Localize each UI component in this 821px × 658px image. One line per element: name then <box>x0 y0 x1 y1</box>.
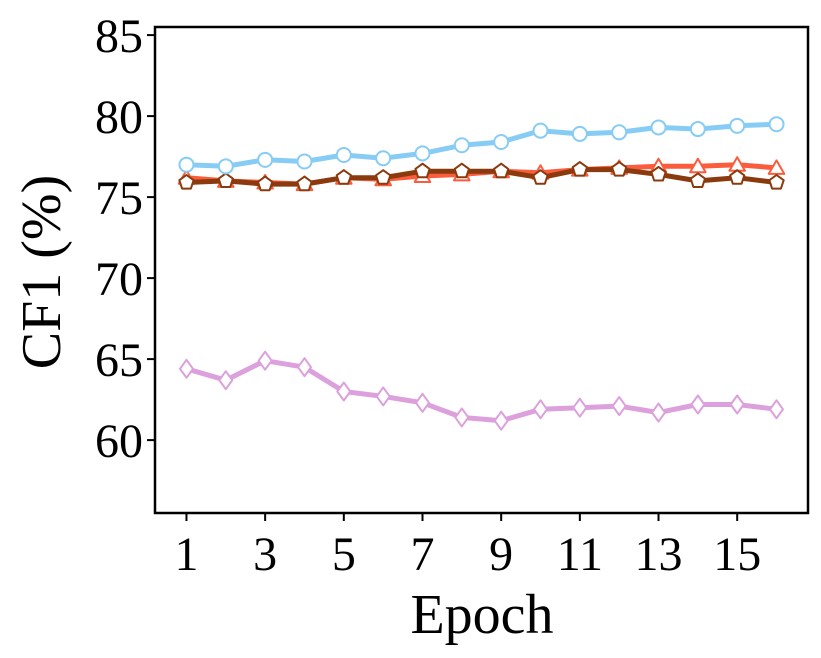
data-point <box>729 117 746 134</box>
x-axis-title: Epoch <box>410 584 553 646</box>
data-point <box>217 158 234 175</box>
data-point <box>257 175 274 192</box>
y-tick-label: 80 <box>95 91 143 144</box>
x-tick-label: 9 <box>489 528 513 581</box>
data-point <box>532 122 549 139</box>
data-point <box>651 402 666 423</box>
data-point <box>611 161 628 177</box>
data-point <box>650 165 667 182</box>
y-axis-title: CF1 (%) <box>11 175 73 369</box>
y-tick-label: 75 <box>95 172 143 225</box>
series-line-pentagon <box>184 167 779 187</box>
data-point <box>296 153 313 170</box>
data-point <box>375 150 392 167</box>
x-tick-label: 7 <box>410 528 434 581</box>
data-point <box>218 370 234 391</box>
data-point <box>375 169 392 185</box>
data-point <box>611 124 628 141</box>
plot-frame <box>153 25 810 515</box>
data-point <box>179 358 194 379</box>
data-point <box>611 396 627 417</box>
data-point <box>729 394 745 415</box>
data-point <box>493 134 510 151</box>
data-point <box>690 394 706 415</box>
x-tick-label: 13 <box>635 528 683 581</box>
data-point <box>415 392 430 413</box>
data-point <box>650 119 667 136</box>
data-point <box>257 151 274 168</box>
data-point <box>572 397 588 418</box>
series-line-diamond <box>184 358 779 424</box>
data-point <box>493 410 509 431</box>
data-point <box>296 175 313 192</box>
data-point <box>297 357 312 378</box>
data-point <box>769 399 784 420</box>
x-tick-label: 5 <box>332 528 356 581</box>
data-point <box>414 162 431 179</box>
data-point <box>454 407 470 428</box>
data-point <box>178 174 195 190</box>
data-point <box>453 162 470 179</box>
y-tick-label: 85 <box>95 10 143 63</box>
data-point <box>336 381 352 402</box>
x-tick-label: 15 <box>713 528 761 581</box>
data-point <box>689 172 706 188</box>
data-point <box>335 146 352 163</box>
data-point <box>453 137 470 154</box>
data-point <box>532 169 549 185</box>
y-tick-label: 60 <box>95 415 143 468</box>
x-tick-label: 1 <box>174 528 198 581</box>
data-point <box>689 121 706 138</box>
series-circle <box>178 116 785 175</box>
data-point <box>533 399 548 420</box>
data-point <box>375 386 391 407</box>
data-point <box>257 350 273 371</box>
data-point <box>178 156 195 173</box>
data-point <box>689 157 707 174</box>
data-point <box>768 174 785 190</box>
y-tick-label: 65 <box>95 334 143 387</box>
series-pentagon <box>178 161 785 192</box>
data-point <box>729 169 746 185</box>
data-point <box>767 159 786 175</box>
x-tick-label: 11 <box>557 528 603 581</box>
data-point <box>335 169 352 185</box>
x-tick-label: 3 <box>253 528 277 581</box>
series-diamond <box>179 350 784 431</box>
data-point <box>217 172 234 188</box>
y-tick-label: 70 <box>95 253 143 306</box>
data-point <box>768 116 785 133</box>
data-point <box>493 162 510 179</box>
data-point <box>571 161 588 177</box>
data-point <box>414 145 431 162</box>
data-point <box>571 125 588 142</box>
series-line-circle <box>184 121 779 169</box>
